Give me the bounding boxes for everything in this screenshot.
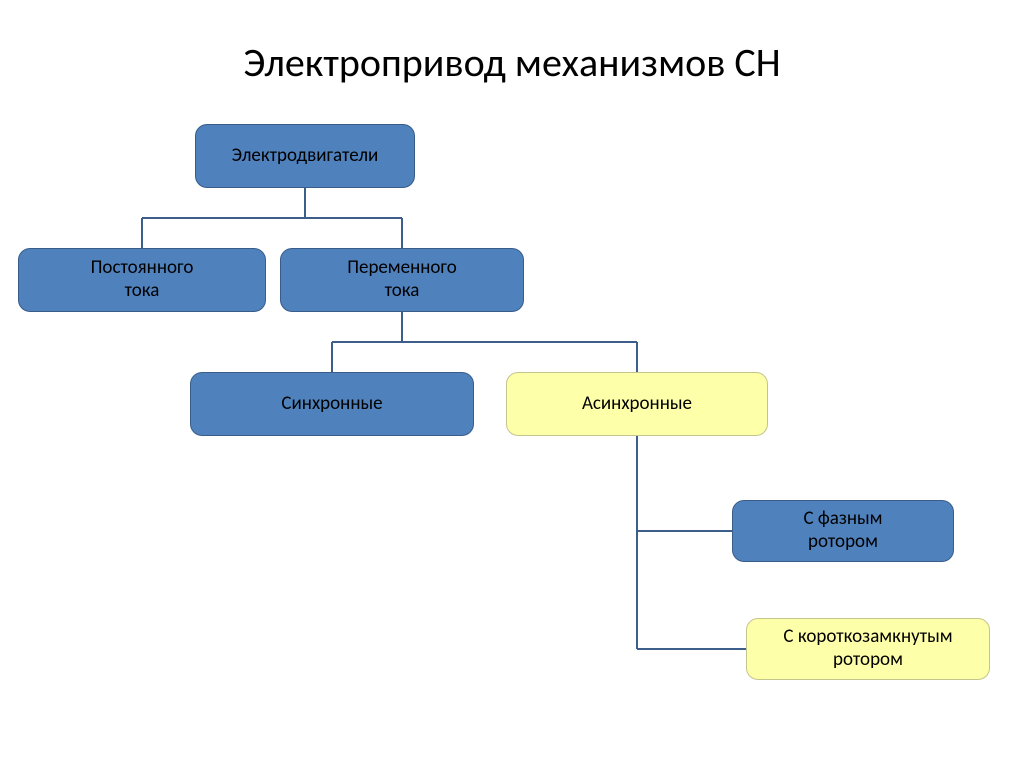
slide-title: Электропривод механизмов СН (0, 38, 1024, 87)
node-squirrel: С короткозамкнутымротором (746, 618, 990, 680)
node-dc: Постоянноготока (18, 248, 266, 312)
node-root: Электродвигатели (195, 124, 415, 188)
node-async: Асинхронные (506, 372, 768, 436)
node-sync: Синхронные (190, 372, 474, 436)
node-ac: Переменноготока (280, 248, 524, 312)
node-phase: С фазнымротором (732, 500, 954, 562)
